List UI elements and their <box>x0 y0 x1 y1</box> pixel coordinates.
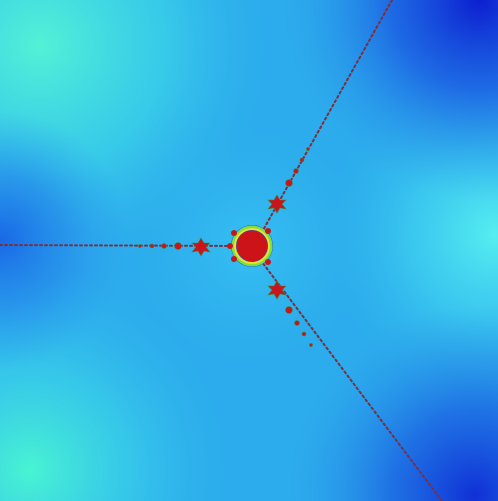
fractal-stars <box>138 147 313 347</box>
central-basin <box>227 225 273 267</box>
